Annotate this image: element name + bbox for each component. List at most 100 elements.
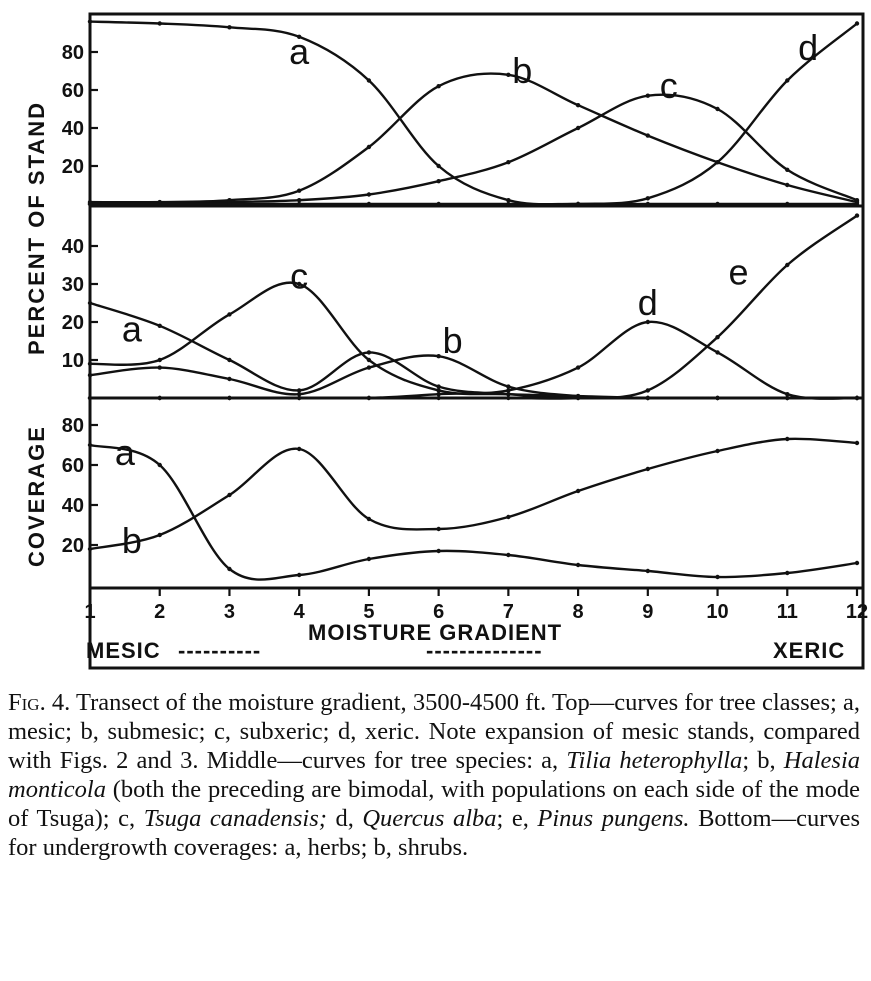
point-bottom-b-4 [297, 447, 301, 451]
xeric-end-label: XERIC [773, 638, 845, 663]
point-top-d-8 [576, 202, 580, 206]
point-middle-c-10 [715, 396, 719, 400]
point-middle-b-5 [367, 365, 371, 369]
y-axis-label-percent-of-stand: PERCENT OF STAND [24, 101, 49, 355]
x-tick-label-3: 3 [224, 601, 235, 623]
point-top-b-7 [506, 73, 510, 77]
y-tick-label-bottom-60: 60 [62, 455, 84, 477]
point-middle-b-3 [227, 377, 231, 381]
point-top-c-10 [715, 107, 719, 111]
point-top-b-6 [436, 84, 440, 88]
point-top-a-11 [785, 202, 789, 206]
point-middle-a-2 [158, 324, 162, 328]
y-tick-label-bottom-80: 80 [62, 415, 84, 437]
point-bottom-a-8 [576, 563, 580, 567]
point-bottom-b-11 [785, 437, 789, 441]
y-tick-label-middle-30: 30 [62, 274, 84, 296]
point-middle-c-7 [506, 392, 510, 396]
point-top-c-5 [367, 192, 371, 196]
point-bottom-b-6 [436, 527, 440, 531]
curve-bottom-b [90, 439, 857, 549]
point-top-c-12 [855, 198, 859, 202]
point-top-a-9 [646, 202, 650, 206]
curve-middle-d [90, 322, 857, 399]
point-bottom-b-1 [88, 547, 92, 551]
point-bottom-a-7 [506, 553, 510, 557]
y-axis-label-coverage: COVERAGE [24, 425, 49, 567]
point-middle-b-6 [436, 354, 440, 358]
point-bottom-b-10 [715, 449, 719, 453]
curve-middle-a [90, 303, 857, 398]
point-middle-b-4 [297, 392, 301, 396]
curve-top-b [90, 74, 857, 203]
point-middle-a-3 [227, 358, 231, 362]
point-top-b-5 [367, 145, 371, 149]
point-middle-e-7 [506, 396, 510, 400]
x-tick-label-4: 4 [294, 601, 306, 623]
xeric-dashes: -------------- [426, 638, 543, 663]
series-label-top-d: d [798, 27, 818, 68]
point-middle-a-6 [436, 384, 440, 388]
point-middle-e-5 [367, 396, 371, 400]
point-middle-e-6 [436, 396, 440, 400]
point-bottom-a-9 [646, 569, 650, 573]
x-tick-label-2: 2 [154, 601, 165, 623]
point-middle-e-12 [855, 213, 859, 217]
point-middle-d-10 [715, 350, 719, 354]
y-tick-label-middle-10: 10 [62, 350, 84, 372]
point-middle-c-1 [88, 362, 92, 366]
point-bottom-a-2 [158, 463, 162, 467]
point-middle-c-6 [436, 388, 440, 392]
point-bottom-a-12 [855, 561, 859, 565]
curve-bottom-a [90, 445, 857, 580]
point-top-c-4 [297, 198, 301, 202]
point-bottom-a-5 [367, 557, 371, 561]
point-middle-b-7 [506, 384, 510, 388]
point-middle-b-1 [88, 373, 92, 377]
y-tick-label-bottom-20: 20 [62, 535, 84, 557]
point-top-c-11 [785, 168, 789, 172]
x-tick-label-12: 12 [846, 601, 868, 623]
point-top-a-6 [436, 164, 440, 168]
series-label-middle-e: e [728, 252, 748, 293]
curve-middle-c [90, 283, 857, 399]
point-top-b-11 [785, 183, 789, 187]
point-top-d-6 [436, 202, 440, 206]
x-tick-label-10: 10 [706, 601, 728, 623]
point-middle-e-9 [646, 388, 650, 392]
point-middle-e-3 [227, 396, 231, 400]
point-top-a-5 [367, 78, 371, 82]
y-tick-label-middle-20: 20 [62, 312, 84, 334]
caption-text-5: ; e, [497, 805, 529, 832]
point-middle-e-2 [158, 396, 162, 400]
point-bottom-b-5 [367, 517, 371, 521]
caption-species-tsuga: Tsuga canadensis; [144, 805, 327, 832]
point-top-d-9 [646, 196, 650, 200]
series-label-top-b: b [512, 50, 532, 91]
point-middle-d-12 [855, 396, 859, 400]
point-bottom-a-1 [88, 443, 92, 447]
point-top-a-2 [158, 21, 162, 25]
point-top-c-6 [436, 179, 440, 183]
point-bottom-a-10 [715, 575, 719, 579]
series-label-middle-d: d [638, 282, 658, 323]
point-bottom-a-6 [436, 549, 440, 553]
series-label-bottom-b: b [122, 520, 142, 561]
series-label-top-a: a [289, 31, 310, 72]
point-top-d-7 [506, 202, 510, 206]
point-bottom-a-11 [785, 571, 789, 575]
point-middle-d-6 [436, 392, 440, 396]
point-top-b-4 [297, 189, 301, 193]
y-tick-label-top-20: 20 [62, 156, 84, 178]
point-bottom-b-9 [646, 467, 650, 471]
y-tick-label-top-80: 80 [62, 42, 84, 64]
curve-top-a [90, 22, 857, 205]
x-tick-label-8: 8 [573, 601, 584, 623]
y-tick-label-top-40: 40 [62, 118, 84, 140]
point-top-b-8 [576, 103, 580, 107]
series-label-top-c: c [660, 65, 678, 106]
mesic-dashes: ---------- [178, 638, 261, 663]
figure-caption: Fig. 4. Transect of the moisture gradien… [8, 688, 860, 862]
mesic-end-label: MESIC [86, 638, 161, 663]
point-middle-c-9 [646, 396, 650, 400]
